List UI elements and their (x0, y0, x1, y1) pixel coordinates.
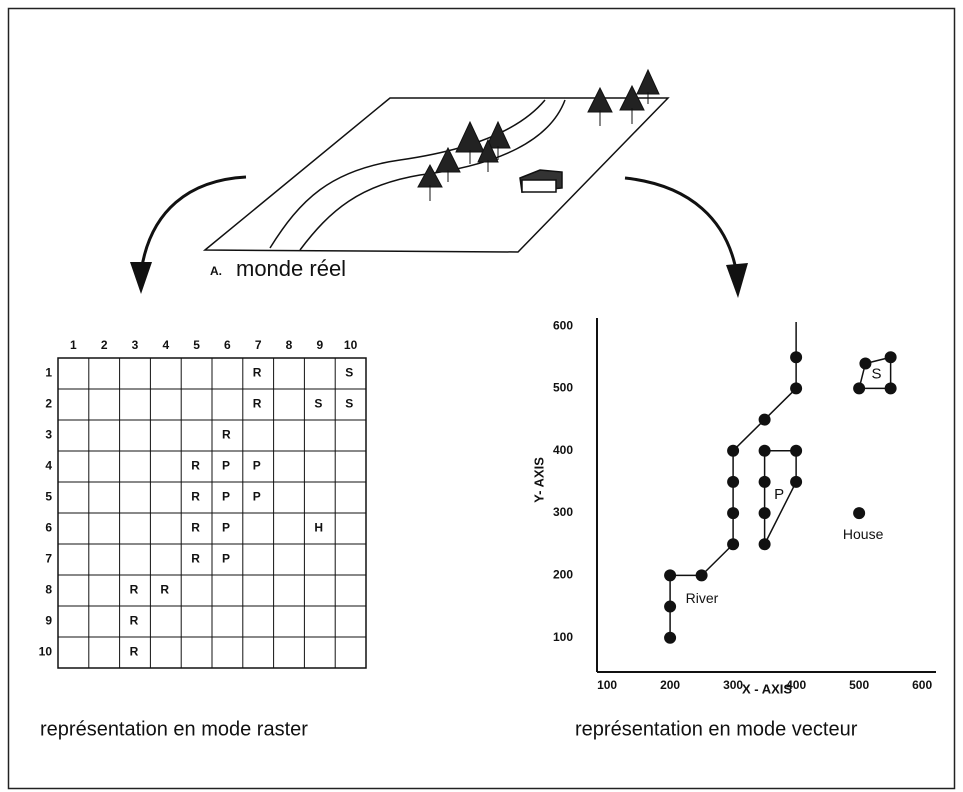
vertex (695, 569, 708, 582)
x-tick-label: 200 (660, 678, 680, 692)
cell-value: P (253, 459, 261, 473)
column-label: 1 (70, 338, 77, 352)
cell-value: R (130, 645, 139, 659)
vertex (884, 351, 897, 364)
cell-value: R (253, 397, 262, 411)
cell-value: P (222, 521, 230, 535)
vertex (884, 382, 897, 395)
vertex (664, 600, 677, 613)
cell-value: S (314, 397, 322, 411)
house-point (853, 507, 866, 520)
cell-value: S (345, 397, 353, 411)
cell-value: R (160, 583, 169, 597)
x-axis-label: X - AXIS (742, 681, 792, 696)
vertex (758, 475, 771, 488)
vertex (727, 538, 740, 551)
river-label: River (686, 590, 719, 606)
x-tick-label: 100 (597, 678, 617, 692)
cell-value: P (222, 552, 230, 566)
cell-value: R (191, 459, 200, 473)
row-label: 7 (45, 552, 52, 566)
x-tick-label: 400 (786, 678, 806, 692)
cell-value: H (314, 521, 323, 535)
row-label: 9 (45, 614, 52, 628)
y-tick-label: 300 (553, 505, 573, 519)
row-label: 1 (45, 366, 52, 380)
parcel-label: P (774, 486, 784, 503)
cell-value: P (222, 490, 230, 504)
row-label: 5 (45, 490, 52, 504)
vertex (664, 631, 677, 644)
y-axis-label: Y- AXIS (531, 457, 546, 503)
column-label: 5 (193, 338, 200, 352)
vertex (758, 538, 771, 551)
column-label: 10 (344, 338, 358, 352)
column-label: 3 (132, 338, 139, 352)
cell-value: S (345, 366, 353, 380)
cell-value: R (191, 552, 200, 566)
cell-value: R (253, 366, 262, 380)
frame (7, 7, 956, 790)
label-prefix: A. (210, 264, 222, 278)
row-label: 3 (45, 428, 52, 442)
y-tick-label: 200 (553, 568, 573, 582)
house-label: House (843, 526, 884, 542)
vertex (853, 382, 866, 395)
vertex (727, 444, 740, 457)
vertex (790, 382, 803, 395)
column-label: 9 (316, 338, 323, 352)
cell-value: R (191, 521, 200, 535)
column-label: 8 (286, 338, 293, 352)
y-tick-label: 100 (553, 630, 573, 644)
cell-value: R (130, 614, 139, 628)
vertex (758, 413, 771, 426)
cell-value: R (130, 583, 139, 597)
parcel-label: S (871, 365, 881, 382)
vertex (727, 475, 740, 488)
column-label: 7 (255, 338, 262, 352)
arrows (130, 175, 748, 298)
y-tick-label: 600 (553, 318, 573, 332)
x-tick-label: 600 (912, 678, 932, 692)
cell-value: P (222, 459, 230, 473)
landscape (202, 68, 670, 253)
column-label: 6 (224, 338, 231, 352)
cell-value: R (222, 428, 231, 442)
row-label: 6 (45, 521, 52, 535)
column-label: 4 (162, 338, 169, 352)
vertex (758, 444, 771, 457)
x-tick-label: 300 (723, 678, 743, 692)
column-label: 2 (101, 338, 108, 352)
vertex (790, 444, 803, 457)
x-tick-label: 500 (849, 678, 869, 692)
vertex (859, 357, 872, 370)
y-tick-label: 400 (553, 443, 573, 457)
row-label: 4 (45, 459, 52, 473)
row-label: 10 (39, 645, 53, 659)
cell-value: P (253, 490, 261, 504)
vertex (727, 507, 740, 520)
vertex (758, 507, 771, 520)
caption: représentation en mode vecteur (575, 718, 858, 740)
row-label: 2 (45, 397, 52, 411)
cell-value: R (191, 490, 200, 504)
vertex (790, 475, 803, 488)
vertex (664, 569, 677, 582)
caption: représentation en mode raster (40, 718, 308, 740)
row-label: 8 (45, 583, 52, 597)
label: monde réel (236, 256, 346, 281)
y-tick-label: 500 (553, 381, 573, 395)
